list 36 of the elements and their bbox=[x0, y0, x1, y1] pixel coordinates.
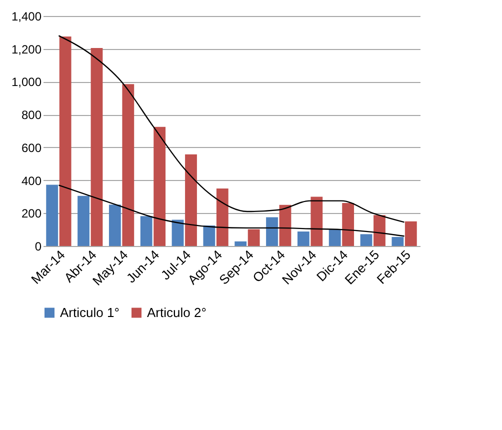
bar bbox=[248, 229, 260, 246]
y-tick-label: 400 bbox=[21, 174, 42, 188]
bar bbox=[122, 84, 134, 246]
bar bbox=[404, 221, 417, 246]
bar bbox=[360, 234, 372, 246]
y-tick-label: 1,400 bbox=[11, 10, 42, 24]
y-tick-label: 1,000 bbox=[11, 75, 42, 90]
bar bbox=[185, 154, 197, 246]
bar bbox=[172, 220, 184, 246]
line-series bbox=[58, 184, 405, 237]
bar bbox=[297, 232, 310, 246]
bar bbox=[310, 196, 323, 246]
y-tick-label: 200 bbox=[21, 206, 42, 221]
bar bbox=[78, 196, 90, 246]
legend-label: Articulo 2° bbox=[147, 304, 206, 320]
bar bbox=[266, 217, 278, 246]
y-tick-label: 0 bbox=[34, 240, 42, 254]
legend-label: Articulo 1° bbox=[60, 304, 120, 320]
bar bbox=[203, 225, 216, 246]
y-tick-label: 1,200 bbox=[11, 42, 42, 56]
bar bbox=[374, 215, 386, 246]
bar bbox=[216, 188, 228, 246]
bar bbox=[108, 204, 121, 246]
bar bbox=[342, 202, 354, 246]
bar bbox=[59, 36, 72, 246]
bar bbox=[140, 216, 152, 246]
bar bbox=[46, 184, 58, 246]
bar bbox=[328, 230, 341, 246]
bar bbox=[90, 48, 103, 246]
bar bbox=[392, 236, 404, 246]
bar bbox=[279, 204, 292, 246]
bar bbox=[154, 126, 166, 246]
y-tick-label: 600 bbox=[21, 140, 42, 155]
bar bbox=[234, 241, 247, 246]
y-tick-label: 800 bbox=[21, 108, 42, 122]
line-series bbox=[58, 35, 405, 223]
